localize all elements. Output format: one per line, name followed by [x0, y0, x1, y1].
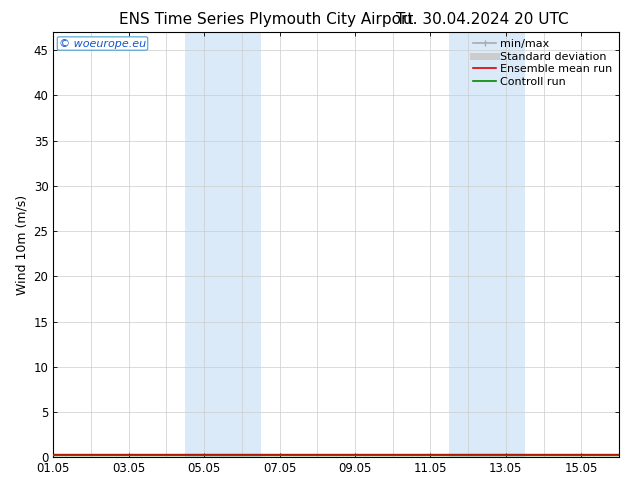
Text: © woeurope.eu: © woeurope.eu [59, 39, 146, 49]
Bar [185, 32, 261, 457]
Y-axis label: Wind 10m (m/s): Wind 10m (m/s) [15, 195, 28, 294]
Text: Tu. 30.04.2024 20 UTC: Tu. 30.04.2024 20 UTC [396, 12, 568, 27]
Text: ENS Time Series Plymouth City Airport: ENS Time Series Plymouth City Airport [119, 12, 413, 27]
Legend: min/max, Standard deviation, Ensemble mean run, Controll run: min/max, Standard deviation, Ensemble me… [469, 34, 617, 92]
Bar [450, 32, 525, 457]
